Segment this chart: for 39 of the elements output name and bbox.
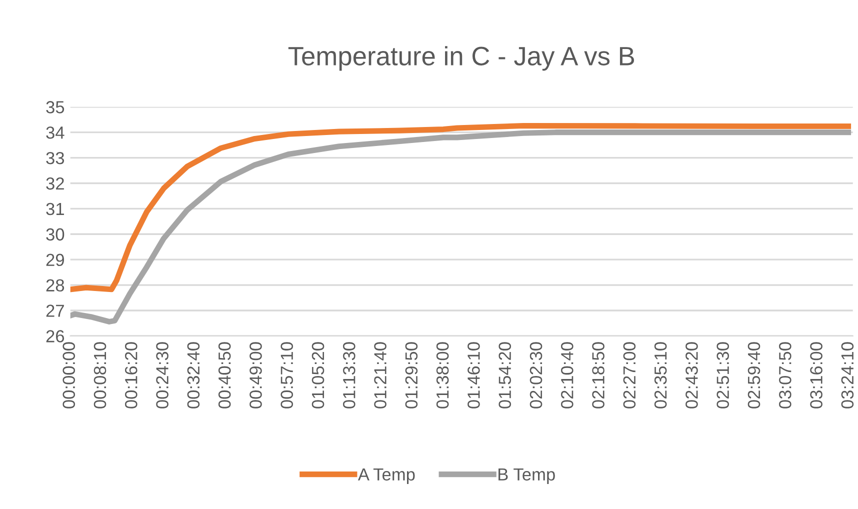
y-tick-label: 35	[46, 101, 64, 114]
x-tick-label: 01:46:10	[468, 342, 480, 408]
x-tick-label: 03:07:50	[779, 342, 792, 408]
chart-title: Temperature in C - Jay A vs B	[288, 46, 634, 71]
y-tick-label: 33	[46, 152, 64, 164]
x-tick-label: 01:21:40	[374, 342, 386, 408]
y-tick-label: 29	[46, 254, 64, 266]
y-tick-label: 32	[46, 177, 64, 190]
x-tick-label: 00:49:00	[250, 342, 262, 408]
x-tick-label: 00:00:00	[62, 342, 76, 408]
y-tick-label: 27	[46, 304, 64, 317]
x-tick-label: 02:59:40	[748, 342, 760, 408]
y-tick-label: 30	[46, 228, 64, 241]
x-tick-label: 02:35:10	[654, 342, 667, 408]
x-tick-label: 01:38:00	[436, 342, 449, 408]
x-tick-label: 03:24:10	[841, 342, 854, 408]
y-tick-label: 26	[46, 330, 64, 342]
x-tick-label: 00:16:20	[125, 342, 138, 408]
x-tick-label: 01:05:20	[312, 342, 324, 408]
x-tick-label: 00:40:50	[218, 342, 231, 408]
x-tick-label: 00:32:40	[187, 342, 200, 408]
legend-label: A Temp	[358, 468, 415, 484]
x-tick-label: 01:54:20	[498, 342, 512, 408]
x-tick-label: 02:51:30	[716, 342, 729, 408]
x-tick-label: 00:57:10	[280, 342, 294, 408]
x-tick-label: 02:02:30	[530, 342, 542, 408]
x-tick-label: 00:24:30	[156, 342, 168, 408]
x-tick-label: 00:08:10	[94, 342, 106, 408]
x-tick-label: 01:13:30	[343, 342, 356, 408]
y-tick-label: 31	[46, 202, 64, 216]
y-tick-label: 34	[46, 126, 64, 139]
x-tick-label: 02:43:20	[686, 342, 698, 408]
x-tick-label: 02:10:40	[561, 342, 574, 408]
x-tick-label: 01:29:50	[405, 342, 418, 408]
legend-label: B Temp	[498, 468, 555, 484]
x-tick-label: 02:18:50	[592, 342, 604, 408]
y-tick-label: 28	[46, 279, 64, 292]
x-tick-label: 03:16:00	[810, 342, 822, 408]
x-tick-label: 02:27:00	[623, 342, 636, 408]
